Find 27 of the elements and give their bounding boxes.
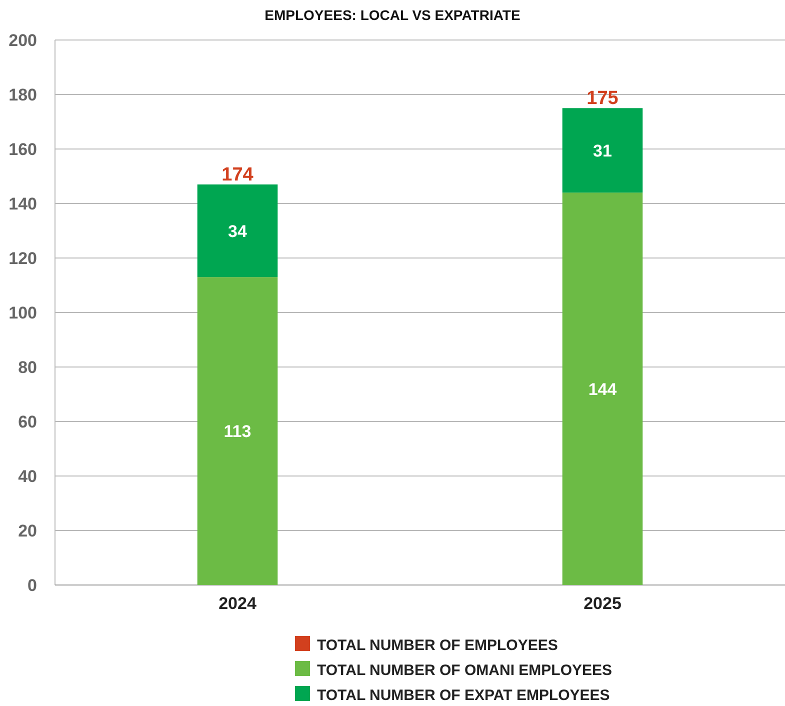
x-tick-label: 2024 [218, 594, 257, 613]
y-tick-label: 120 [8, 249, 37, 268]
y-tick-label: 160 [8, 140, 37, 159]
bar [562, 192, 643, 585]
chart-title: EMPLOYEES: LOCAL VS EXPATRIATE [264, 7, 520, 23]
y-tick-label: 20 [18, 522, 37, 540]
annotation: 175 [586, 88, 619, 110]
y-tick-label: 40 [18, 467, 37, 486]
y-tick-label: 200 [8, 31, 37, 50]
bar [197, 277, 278, 585]
annotation: 174 [222, 164, 254, 186]
y-tick-label: 80 [18, 358, 37, 377]
y-tick-label: 0 [28, 576, 37, 595]
x-tick-label: 2025 [584, 594, 622, 613]
bar [562, 108, 643, 193]
legend-label: TOTAL NUMBER OF OMANI EMPLOYEES [317, 662, 612, 679]
y-tick-label: 100 [8, 304, 37, 322]
legend-label: TOTAL NUMBER OF EXPAT EMPLOYEES [317, 687, 610, 704]
data-label: 113 [224, 422, 252, 442]
data-label: 34 [228, 222, 248, 241]
data-label: 144 [588, 380, 618, 399]
legend-label: TOTAL NUMBER OF EMPLOYEES [317, 637, 558, 654]
bar [197, 184, 278, 278]
y-tick-label: 140 [8, 194, 37, 214]
y-tick-label: 60 [18, 412, 37, 432]
data-label: 31 [593, 141, 612, 160]
y-tick-label: 180 [8, 86, 37, 104]
